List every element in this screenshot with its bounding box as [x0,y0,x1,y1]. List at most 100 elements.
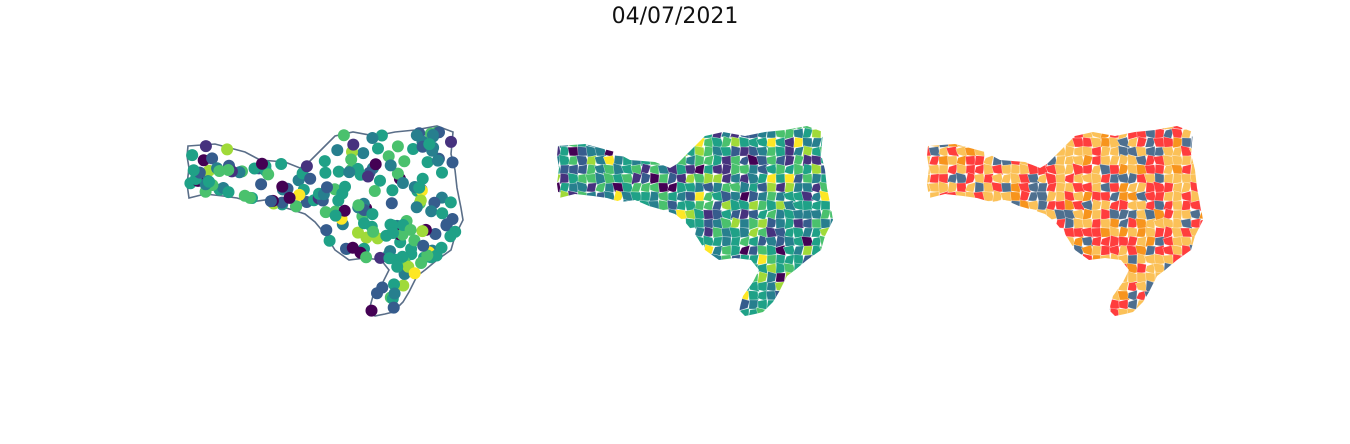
region-polygon [755,307,770,316]
region-polygon [757,271,768,284]
region-polygon [1091,245,1102,256]
region-polygon [974,146,985,157]
region-polygon [756,182,769,193]
map-point [388,287,401,300]
map-point [386,184,399,197]
region-polygon [622,198,633,213]
map-point [352,199,365,212]
region-polygon [1163,200,1175,211]
region-polygon [658,199,669,212]
map-point [276,180,289,193]
region-polygon [1136,136,1147,149]
region-polygon [801,227,814,238]
region-polygon [766,244,777,257]
region-polygon [929,137,940,148]
region-polygon [1091,209,1102,220]
region-polygon [1135,146,1148,157]
region-polygon [748,190,759,203]
figure-title: 04/07/2021 [611,4,739,29]
map-point [382,150,395,163]
region-polygon [577,190,588,203]
region-polygon [1064,190,1075,203]
region-polygon [586,164,597,175]
map-point [320,224,333,237]
region-polygon [658,173,669,184]
region-polygon [1073,146,1084,158]
region-polygon [1055,218,1066,229]
region-polygon [1117,290,1130,301]
region-polygon [801,190,814,203]
region-polygon [819,146,832,157]
region-polygon [694,154,705,167]
region-polygon [667,200,678,211]
map-point [385,197,398,210]
region-polygon [721,182,732,193]
region-polygon [703,226,714,239]
region-polygon [667,171,678,186]
region-polygon [1135,191,1148,203]
region-polygon [1118,272,1129,283]
region-polygon [829,218,833,229]
region-polygon [1136,262,1147,275]
map-point [337,129,350,142]
point-map-panel [175,110,475,330]
region-polygon [1163,136,1174,149]
region-polygon [1181,155,1192,166]
region-polygon [784,136,795,149]
region-polygon [1081,191,1094,202]
region-polygon [1019,190,1030,203]
region-polygon [739,208,750,221]
region-polygon [1126,308,1139,316]
region-polygon [1144,290,1157,301]
region-polygon [775,173,786,184]
region-polygon [766,191,777,202]
map-point [374,251,387,264]
region-polygon [775,218,786,229]
map-point [186,149,199,162]
region-polygon [811,199,822,212]
map-point [423,138,436,151]
region-polygon [1108,191,1121,202]
region-polygon [1063,236,1076,247]
region-polygon [1109,182,1120,193]
region-polygon [694,182,705,193]
region-polygon [577,146,588,157]
region-polygon [1127,281,1138,292]
region-polygon [712,236,723,247]
region-polygon [1073,173,1084,185]
region-polygon [1127,154,1138,167]
region-polygon [702,191,715,202]
map-point [352,226,364,239]
region-polygon [721,236,732,247]
region-polygon [1064,145,1075,158]
region-polygon [1055,173,1066,184]
map-point [264,195,277,208]
map-point [417,239,430,252]
region-polygon [964,172,977,185]
region-polygon [658,182,669,193]
map-point [203,175,215,188]
region-polygon [1027,200,1040,211]
region-polygon [1152,126,1167,130]
region-polygon [1136,236,1147,247]
region-polygon [802,200,813,211]
map-point [416,172,429,185]
region-polygon [558,154,571,167]
region-polygon [974,181,985,194]
point-map [184,125,464,317]
region-polygon [1100,173,1111,184]
region-polygon [784,271,795,284]
region-polygon [820,173,831,184]
region-polygon [755,146,770,157]
region-polygon [559,182,570,193]
map-point [408,267,421,280]
map-point [366,208,379,221]
region-polygon [756,163,769,176]
region-polygon [792,245,805,256]
region-polygon [766,182,777,193]
region-polygon [1100,218,1111,229]
region-polygon [631,155,642,166]
map-point [187,164,200,177]
region-polygon [775,191,786,202]
region-polygon [793,137,804,148]
